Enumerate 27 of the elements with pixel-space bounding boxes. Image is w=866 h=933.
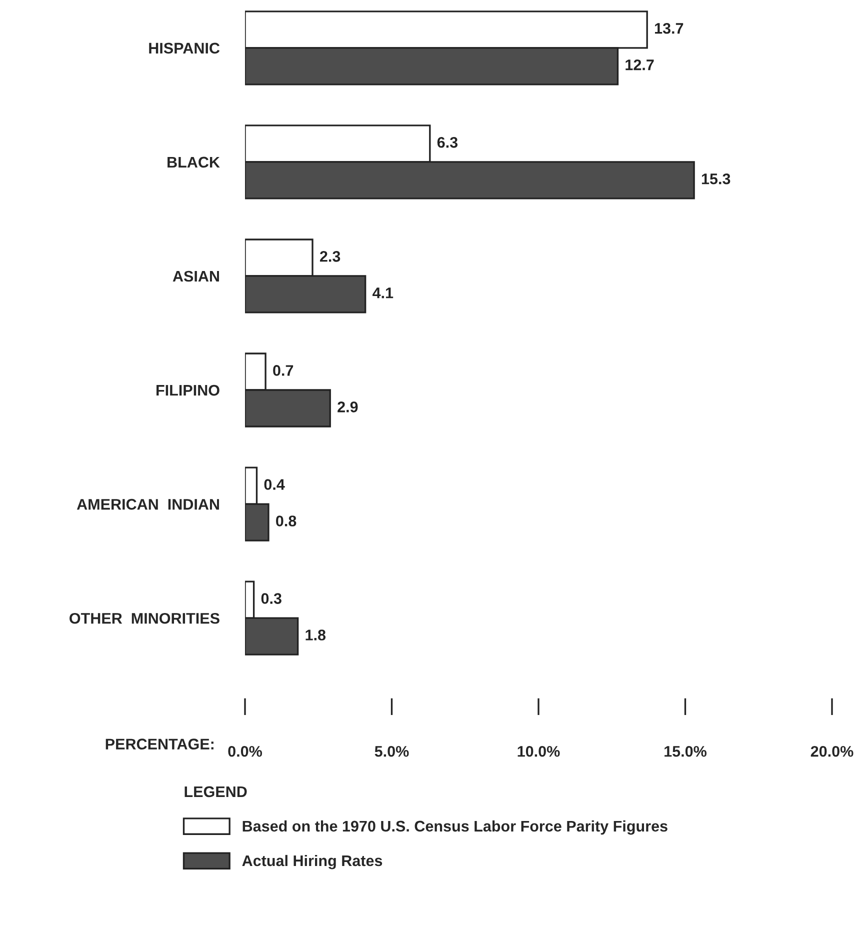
- data-label: 12.7: [626, 59, 654, 70]
- data-label: 13.7: [655, 22, 684, 34]
- x-tick-label: 10.0%: [518, 746, 560, 757]
- legend-label: Actual Hiring Rates: [242, 854, 382, 870]
- data-label: 2.9: [338, 402, 358, 412]
- x-tick-label: 15.0%: [664, 746, 707, 757]
- data-label: 0.8: [276, 516, 296, 526]
- data-label: 0.4: [264, 479, 285, 490]
- x-tick-label: 0.0%: [228, 746, 262, 757]
- data-label: 2.3: [320, 251, 340, 262]
- x-tick-label: 5.0%: [374, 746, 409, 757]
- y-tick-label: FILIPINO: [156, 384, 220, 396]
- x-axis-title: PERCENTAGE:: [106, 738, 214, 750]
- data-label: 0.7: [273, 365, 294, 376]
- x-tick-label: 20.0%: [810, 746, 854, 757]
- y-tick-label: ASIAN: [172, 270, 219, 282]
- y-tick-label: OTHER MINORITIES: [70, 612, 220, 624]
- y-tick-label: AMERICAN INDIAN: [76, 498, 219, 510]
- legend-label: Based on the 1970 U.S. Census Labor Force Parity Figures: [242, 820, 668, 835]
- data-label: 15.3: [702, 173, 730, 184]
- legend-title: LEGEND: [184, 786, 247, 798]
- data-label: 6.3: [437, 136, 458, 148]
- data-label: 1.8: [306, 630, 326, 640]
- y-tick-label: HISPANIC: [149, 42, 220, 54]
- data-label: 0.3: [261, 593, 282, 604]
- data-label: 4.1: [372, 288, 394, 298]
- y-tick-label: BLACK: [168, 156, 220, 168]
